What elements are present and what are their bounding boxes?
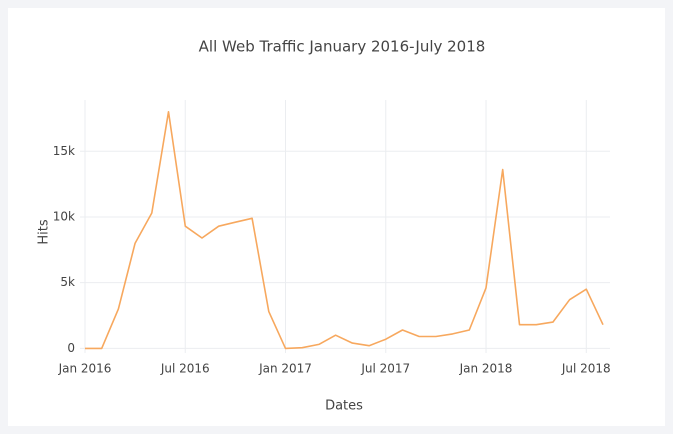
y-tick-label: 15k xyxy=(53,144,75,158)
x-tick-label: Jan 2016 xyxy=(58,362,112,376)
y-tick-label: 5k xyxy=(60,275,75,289)
data-line xyxy=(85,111,604,350)
y-tick-label: 10k xyxy=(53,209,75,223)
x-axis-label: Dates xyxy=(325,399,363,414)
y-tick-label: 0 xyxy=(67,341,75,355)
x-tick-label: Jul 2018 xyxy=(561,362,611,376)
x-tick-label: Jan 2018 xyxy=(459,362,513,376)
x-tick-label: Jul 2016 xyxy=(160,362,210,376)
y-axis-label: Hits xyxy=(37,219,52,244)
x-tick-label: Jul 2017 xyxy=(360,362,410,376)
x-tick-label: Jan 2017 xyxy=(258,362,312,376)
chart-title: All Web Traffic January 2016-July 2018 xyxy=(199,38,486,56)
